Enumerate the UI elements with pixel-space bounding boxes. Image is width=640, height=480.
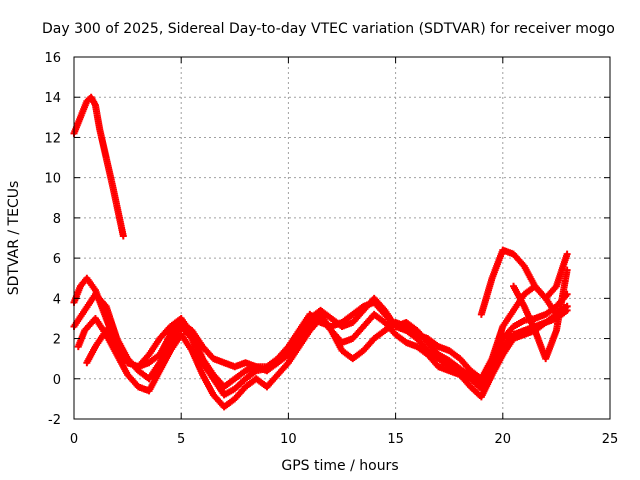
y-tick-label: 16 xyxy=(44,51,61,66)
x-tick-label: 15 xyxy=(387,432,404,447)
series-track-7 xyxy=(510,266,571,363)
axis-ticks: 0 5 10 15 20 25 -2 0 2 4 6 8 10 12 14 16 xyxy=(44,51,618,447)
x-tick-label: 25 xyxy=(602,432,619,447)
x-axis-label: GPS time / hours xyxy=(281,458,398,474)
y-tick-label: 14 xyxy=(44,91,61,106)
y-tick-label: 0 xyxy=(53,373,61,388)
series-track-1 xyxy=(70,93,127,240)
y-tick-label: 10 xyxy=(44,172,61,187)
plot-frame xyxy=(73,56,611,420)
y-tick-label: 6 xyxy=(53,252,61,267)
x-tick-label: 20 xyxy=(495,432,512,447)
y-tick-label: 2 xyxy=(53,333,61,348)
y-axis-label: SDTVAR / TECUs xyxy=(6,181,22,296)
y-tick-label: 12 xyxy=(44,131,61,146)
x-tick-label: 5 xyxy=(177,432,185,447)
data-series xyxy=(70,93,571,411)
series-track-4 xyxy=(74,306,571,411)
data-point xyxy=(563,302,571,310)
data-point xyxy=(563,250,571,258)
x-tick-label: 10 xyxy=(280,432,297,447)
series-track-6 xyxy=(477,246,571,318)
y-tick-label: 8 xyxy=(53,212,61,227)
grid xyxy=(74,57,610,419)
y-tick-label: 4 xyxy=(53,292,61,307)
x-tick-label: 0 xyxy=(70,432,78,447)
y-tick-label: -2 xyxy=(48,413,61,428)
data-point xyxy=(563,266,571,274)
chart-title: Day 300 of 2025, Sidereal Day-to-day VTE… xyxy=(42,21,615,37)
data-point xyxy=(119,232,127,240)
